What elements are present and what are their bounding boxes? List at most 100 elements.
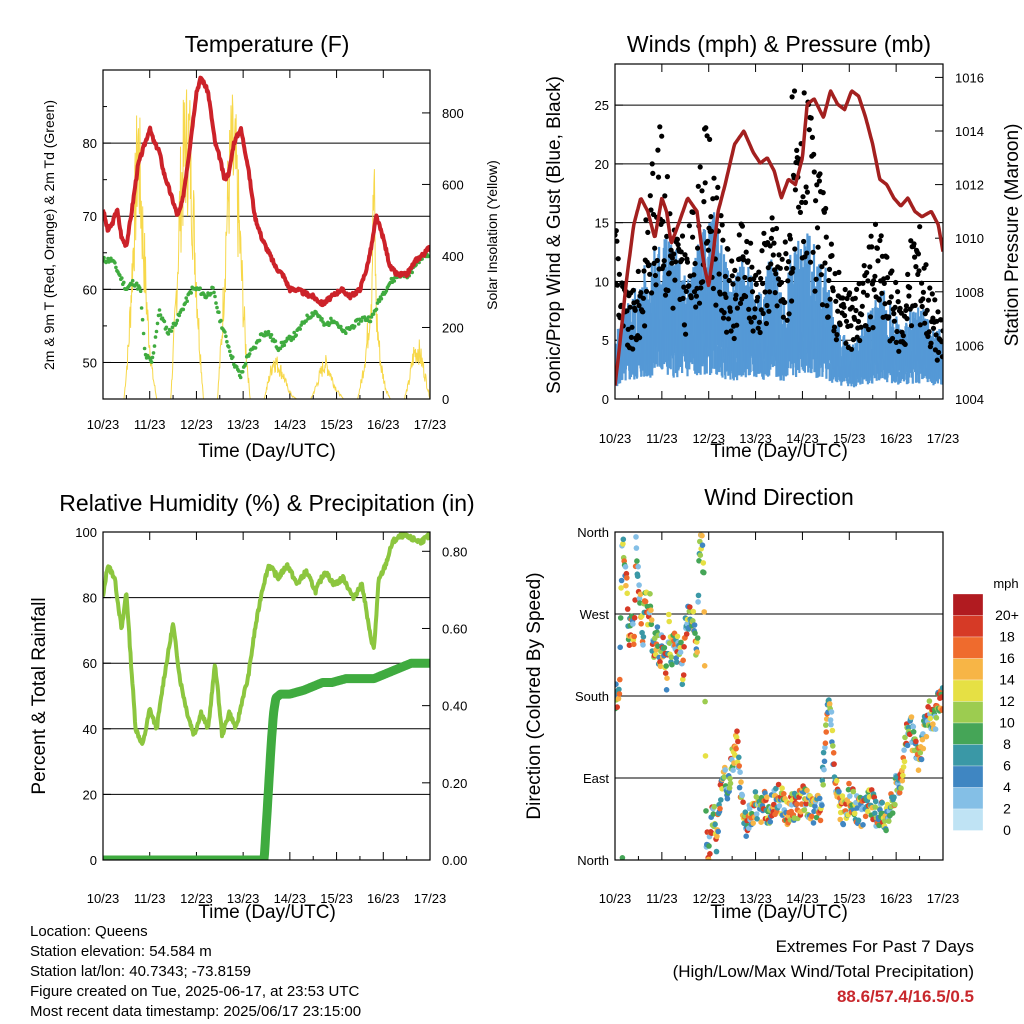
gust-point: [743, 293, 749, 300]
gust-point: [902, 341, 908, 347]
plot-frame: [102, 69, 431, 400]
dewpoint-point: [166, 332, 171, 336]
gust-point: [615, 282, 621, 288]
direction-point: [855, 817, 862, 824]
x-tick-label: 11/23: [646, 891, 678, 906]
direction-point: [932, 726, 939, 732]
gust-point: [643, 217, 649, 223]
gust-point: [824, 303, 830, 309]
gust-point: [752, 306, 758, 312]
gust-point: [773, 225, 780, 232]
gust-point: [888, 294, 894, 300]
direction-point: [775, 781, 782, 788]
gust-point: [852, 295, 858, 301]
gust-point: [641, 268, 647, 274]
direction-point: [910, 729, 917, 735]
colorbar-swatch: [952, 701, 984, 724]
dewpoint-point: [227, 345, 231, 349]
gust-point: [801, 90, 807, 96]
gust-point: [748, 240, 754, 246]
gust-point: [648, 207, 654, 213]
gust-point: [783, 251, 789, 257]
direction-point: [837, 816, 843, 823]
gust-point: [638, 290, 644, 296]
gust-point: [784, 265, 790, 271]
panel-title: Winds (mph) & Pressure (mb): [627, 31, 931, 57]
direction-point: [648, 617, 655, 623]
gust-point: [735, 276, 741, 282]
dewpoint-point: [211, 286, 215, 290]
direction-point: [615, 695, 622, 702]
direction-point: [801, 807, 808, 813]
dewpoint-point: [149, 360, 154, 364]
gust-point: [697, 164, 703, 170]
direction-point: [705, 856, 712, 860]
y-tick-label: South: [575, 689, 609, 704]
gust-point: [852, 316, 858, 322]
gust-point: [785, 278, 791, 284]
direction-point: [616, 691, 623, 697]
gust-point: [858, 324, 864, 330]
dewpoint-point: [174, 321, 179, 326]
direction-point: [683, 631, 690, 637]
dewpoint-point: [134, 281, 139, 286]
y2-tick-label: 0.20: [442, 776, 467, 791]
gust-point: [866, 326, 872, 333]
gust-point: [778, 279, 785, 286]
gust-point: [728, 328, 734, 334]
y2-axis-label: Station Pressure (Maroon): [1002, 124, 1023, 347]
colorbar-label: 10: [999, 715, 1015, 731]
x-axis-label: Time (Day/UTC): [710, 902, 848, 923]
y-tick-label: 20: [595, 157, 609, 172]
gust-point: [855, 318, 862, 325]
gust-point: [860, 280, 866, 286]
direction-point: [686, 608, 693, 615]
dewpoint-point: [374, 307, 379, 312]
dewpoint-point: [155, 321, 160, 326]
dewpoint-point: [427, 254, 430, 258]
direction-point: [820, 749, 827, 756]
gust-point: [726, 277, 732, 284]
gust-point: [708, 228, 715, 234]
direction-point: [710, 811, 717, 817]
direction-point: [618, 585, 624, 591]
direction-point: [933, 715, 940, 721]
gust-point: [707, 136, 713, 142]
dewpoint-point: [294, 333, 299, 338]
humidity-line: [103, 532, 430, 746]
gust-point: [817, 171, 823, 177]
gust-point: [678, 249, 684, 255]
x-axis-label: Time (Day/UTC): [710, 441, 848, 462]
gust-point: [649, 290, 655, 296]
gust-point: [908, 238, 914, 244]
dewpoint-point: [141, 331, 146, 336]
y-tick-label: North: [577, 853, 609, 868]
gust-point: [674, 236, 681, 242]
gust-point: [734, 322, 740, 328]
direction-point: [920, 745, 927, 752]
dewpoint-point: [189, 291, 193, 295]
direction-point: [910, 723, 917, 730]
direction-point: [830, 750, 837, 756]
dewpoint-point: [103, 255, 106, 260]
colorbar-label: 18: [999, 629, 1015, 645]
direction-point: [714, 833, 720, 840]
dewpoint-point: [352, 324, 357, 329]
direction-point: [753, 811, 760, 817]
direction-point: [679, 681, 686, 688]
gust-point: [826, 277, 832, 284]
dewpoint-point: [162, 319, 167, 324]
y2-tick-label: 600: [442, 177, 464, 192]
gust-point: [629, 324, 635, 330]
direction-point: [647, 591, 653, 597]
gust-point: [879, 290, 885, 296]
gust-point: [814, 182, 820, 188]
gust-point: [714, 195, 720, 201]
direction-point: [746, 805, 753, 812]
dewpoint-point: [298, 327, 303, 331]
x-tick-label: 16/23: [880, 431, 913, 446]
gust-point: [803, 184, 809, 190]
y-tick-label: 20: [83, 787, 97, 802]
gust-point: [630, 287, 636, 293]
direction-point: [638, 621, 644, 627]
